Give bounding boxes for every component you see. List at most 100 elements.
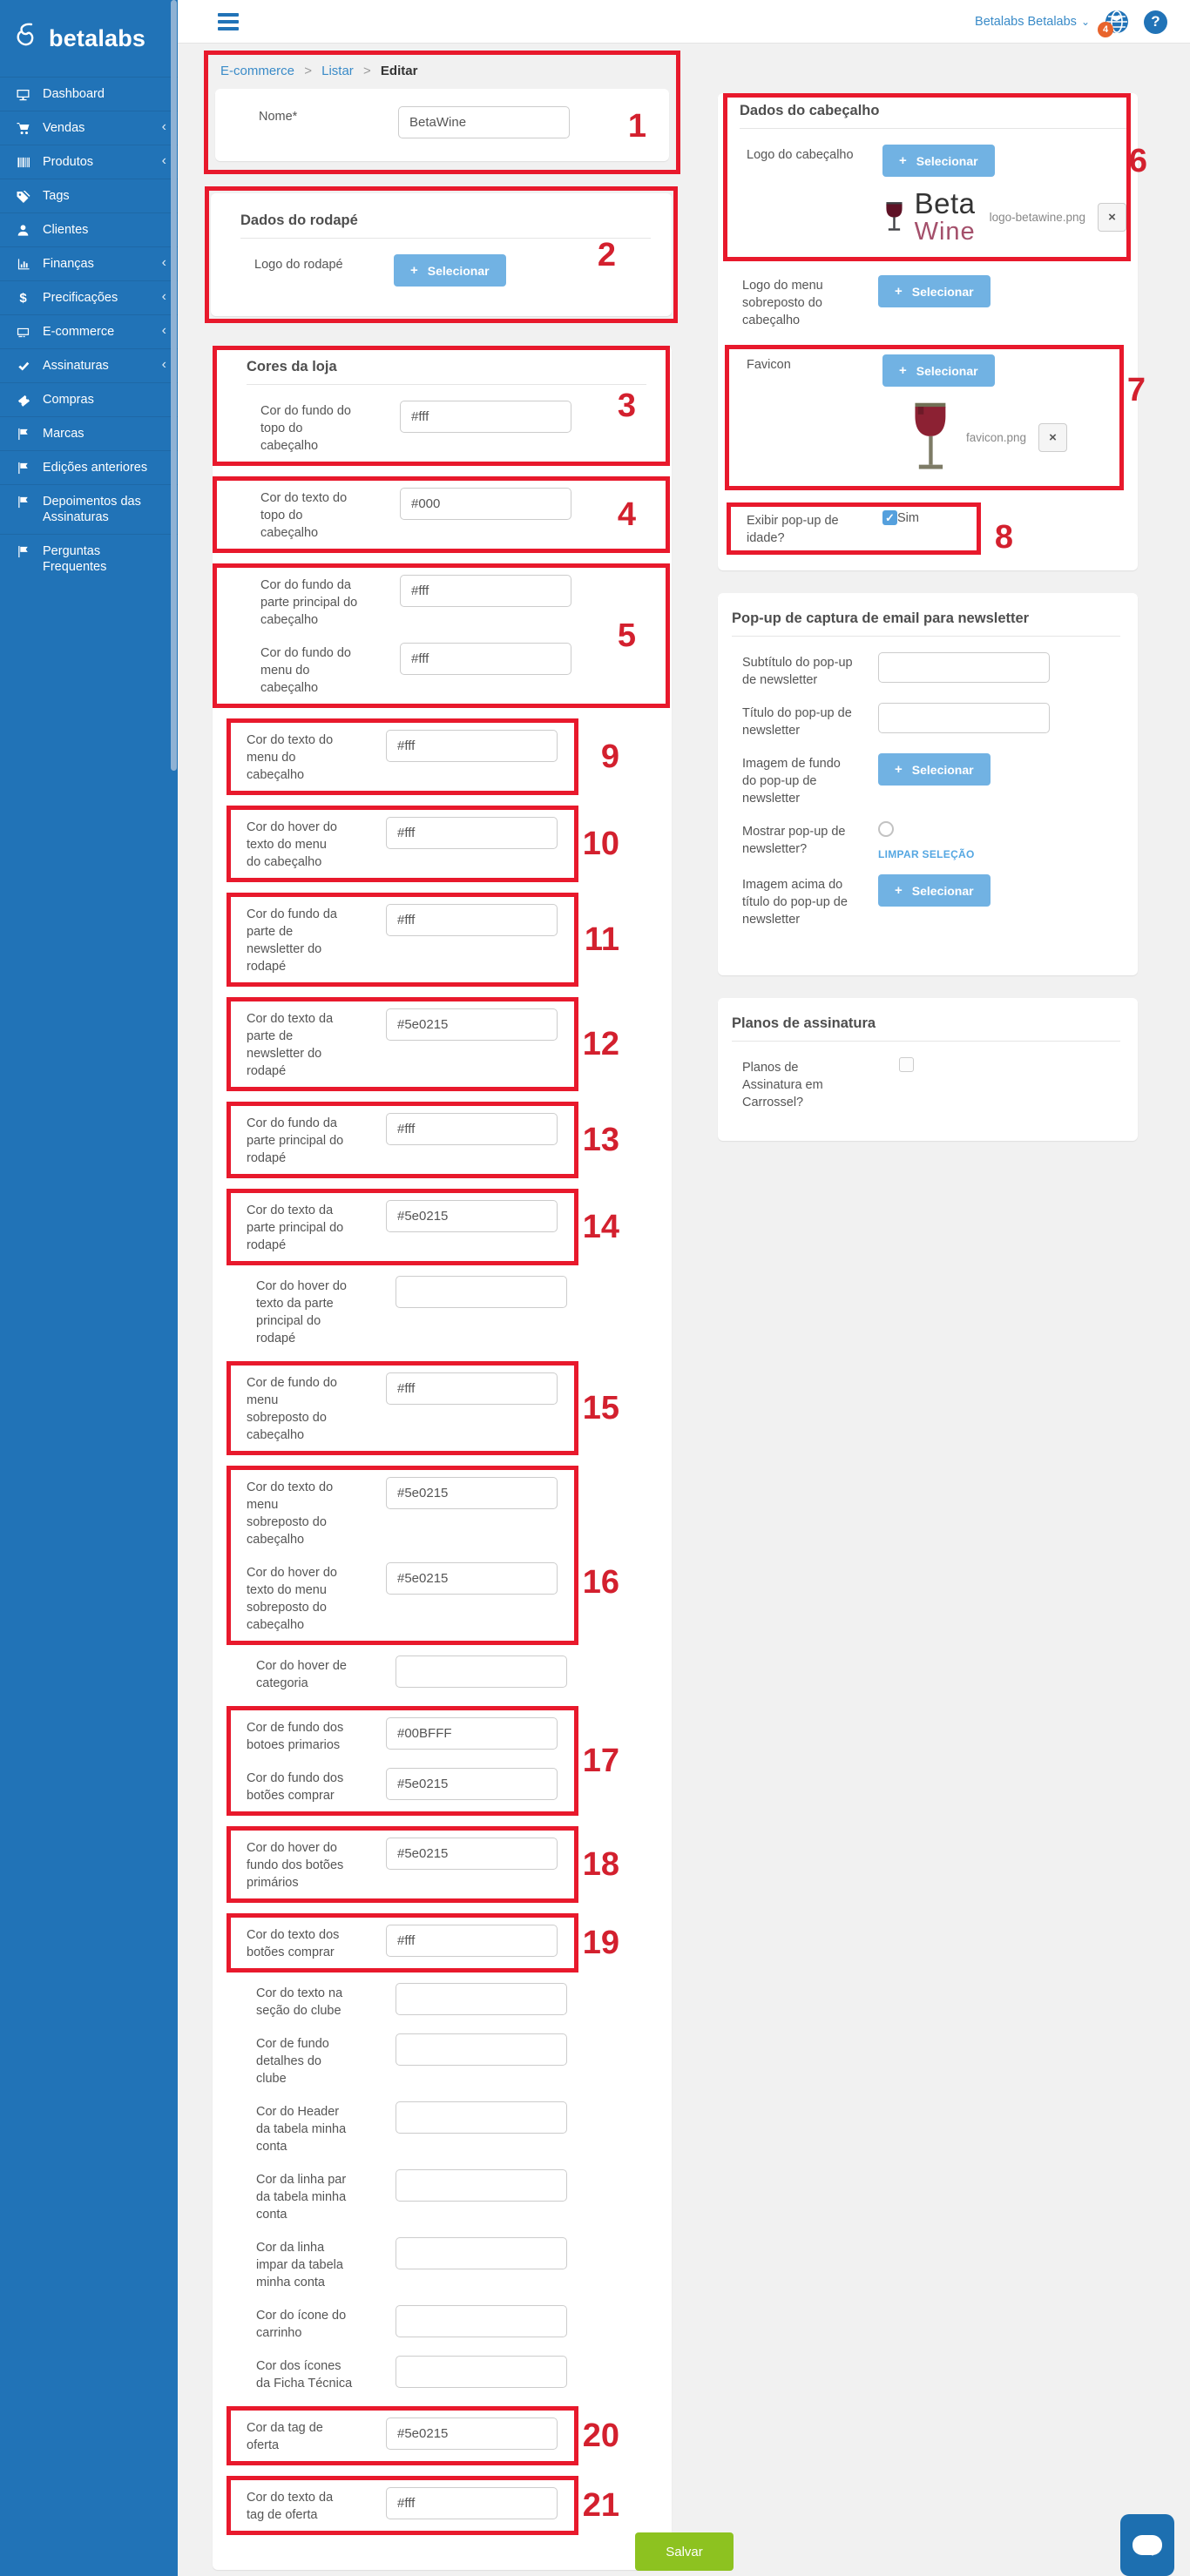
footer-data-card: Dados do rodapé Logo do rodapé + Selecio… xyxy=(211,193,672,316)
section-title: Dados do rodapé xyxy=(240,211,651,239)
newsletter-show-radio[interactable] xyxy=(878,821,894,837)
field-label: Cor do hover do texto do menu do cabeçal… xyxy=(247,820,337,869)
favicon-preview: favicon.png × xyxy=(910,399,1119,475)
select-overlay-logo-button[interactable]: + Selecionar xyxy=(878,275,991,307)
sidebar-item-dashboard[interactable]: Dashboard xyxy=(0,77,178,111)
sidebar-item-produtos[interactable]: Produtos ‹ xyxy=(0,145,178,179)
field-label: Cor do fundo da parte principal do rodap… xyxy=(247,1116,344,1165)
breadcrumb-link-listar[interactable]: Listar xyxy=(321,64,354,78)
annotation-number-18: 18 xyxy=(582,1846,619,1883)
color-input[interactable] xyxy=(386,1925,558,1957)
field-label: Cor do Header da tabela minha conta xyxy=(256,2105,347,2154)
color-input[interactable] xyxy=(400,643,571,675)
sidebar-item-edicoes-anteriores[interactable]: Edições anteriores xyxy=(0,450,178,484)
color-input[interactable] xyxy=(386,904,558,936)
remove-favicon-button[interactable]: × xyxy=(1038,422,1068,452)
field-label: Cor do hover do fundo dos botões primári… xyxy=(247,1841,344,1890)
annotation-box-14: 14 Cor do texto da parte principal do ro… xyxy=(227,1189,619,1265)
sidebar-item-precificacoes[interactable]: $ Precificações ‹ xyxy=(0,280,178,314)
color-input[interactable] xyxy=(396,2169,567,2202)
color-input[interactable] xyxy=(396,2305,567,2337)
color-input[interactable] xyxy=(396,2356,567,2388)
newsletter-title-input[interactable] xyxy=(878,703,1050,733)
annotation-box-15: 15 Cor de fundo do menu sobreposto do ca… xyxy=(227,1361,619,1455)
select-newsletter-top-image-button[interactable]: + Selecionar xyxy=(878,874,991,907)
sidebar-scrollbar[interactable] xyxy=(171,0,177,771)
sidebar: betalabs Dashboard Vendas ‹ Produtos ‹ T… xyxy=(0,0,178,2576)
sidebar-item-ecommerce[interactable]: E-commerce ‹ xyxy=(0,314,178,348)
menu-toggle-button[interactable] xyxy=(218,13,239,30)
breadcrumb-link-ecommerce[interactable]: E-commerce xyxy=(220,64,295,78)
color-input[interactable] xyxy=(396,2033,567,2066)
sidebar-item-label: E-commerce xyxy=(43,325,115,339)
color-input[interactable] xyxy=(386,817,558,849)
name-input[interactable] xyxy=(398,106,570,138)
dashboard-icon xyxy=(15,87,31,102)
annotation-box-16: 16 Cor do texto do menu sobreposto do ca… xyxy=(227,1466,619,1645)
color-input[interactable] xyxy=(400,575,571,607)
help-button[interactable]: ? xyxy=(1144,10,1167,34)
annotation-box-6: 6 Dados do cabeçalho Logo do cabeçalho +… xyxy=(723,93,1147,261)
notifications-button[interactable]: 4 xyxy=(1098,10,1129,37)
annotation-number-14: 14 xyxy=(582,1209,619,1245)
select-favicon-button[interactable]: + Selecionar xyxy=(882,354,995,387)
age-popup-checkbox[interactable]: ✓ xyxy=(882,510,897,525)
color-input[interactable] xyxy=(400,401,571,433)
chevron-left-icon: ‹ xyxy=(161,153,166,168)
color-input[interactable] xyxy=(386,1562,558,1595)
color-input[interactable] xyxy=(386,2487,558,2519)
color-input[interactable] xyxy=(386,1717,558,1750)
chevron-left-icon: ‹ xyxy=(161,357,166,372)
color-input[interactable] xyxy=(386,730,558,762)
plus-icon: + xyxy=(895,284,903,299)
sidebar-item-perguntas-frequentes[interactable]: Perguntas Frequentes xyxy=(0,534,178,583)
newsletter-subtitle-input[interactable] xyxy=(878,652,1050,683)
sidebar-item-financas[interactable]: Finanças ‹ xyxy=(0,246,178,280)
sidebar-item-label: Marcas xyxy=(43,427,85,441)
sidebar-item-depoimentos[interactable]: Depoimentos das Assinaturas xyxy=(0,484,178,534)
annotation-number-6: 6 xyxy=(1128,143,1147,180)
sidebar-item-label: Edições anteriores xyxy=(43,461,148,475)
color-input[interactable] xyxy=(386,1768,558,1800)
clear-selection-link[interactable]: LIMPAR SELEÇÃO xyxy=(878,848,975,860)
annotation-box-19: 19 Cor do texto dos botões comprar xyxy=(227,1913,619,1972)
color-input[interactable] xyxy=(386,1838,558,1870)
dollar-icon: $ xyxy=(19,290,27,306)
color-input[interactable] xyxy=(386,1008,558,1041)
account-menu[interactable]: Betalabs Betalabs ⌄ xyxy=(975,15,1090,29)
color-input[interactable] xyxy=(396,1983,567,2015)
color-input[interactable] xyxy=(386,1477,558,1509)
color-input[interactable] xyxy=(386,2418,558,2450)
brand-name: betalabs xyxy=(49,24,146,51)
chat-widget-button[interactable] xyxy=(1120,2514,1174,2576)
color-input[interactable] xyxy=(396,1656,567,1688)
flag-icon xyxy=(15,461,31,475)
color-input[interactable] xyxy=(396,2101,567,2134)
newsletter-subtitle-label: Subtítulo do pop-up de newsletter xyxy=(742,656,853,687)
sidebar-item-compras[interactable]: Compras xyxy=(0,382,178,416)
sidebar-item-tags[interactable]: Tags xyxy=(0,179,178,212)
annotation-number-5: 5 xyxy=(617,617,636,654)
save-button[interactable]: Salvar xyxy=(635,2532,734,2571)
color-input[interactable] xyxy=(386,1113,558,1145)
select-newsletter-bg-button[interactable]: + Selecionar xyxy=(878,753,991,786)
color-input[interactable] xyxy=(396,2237,567,2269)
color-input[interactable] xyxy=(396,1276,567,1308)
sidebar-item-clientes[interactable]: Clientes xyxy=(0,212,178,246)
color-input[interactable] xyxy=(386,1372,558,1405)
notification-badge: 4 xyxy=(1098,22,1113,37)
sidebar-item-assinaturas[interactable]: Assinaturas ‹ xyxy=(0,348,178,382)
remove-logo-button[interactable]: × xyxy=(1098,202,1126,232)
plans-carousel-checkbox[interactable] xyxy=(899,1057,914,1072)
name-card: Nome* xyxy=(215,89,669,161)
app-logo[interactable]: betalabs xyxy=(0,0,178,77)
annotation-number-4: 4 xyxy=(617,496,636,533)
field-label: Cor do texto da parte principal do rodap… xyxy=(247,1204,344,1252)
color-input[interactable] xyxy=(386,1200,558,1232)
color-input[interactable] xyxy=(400,488,571,520)
sidebar-item-vendas[interactable]: Vendas ‹ xyxy=(0,111,178,145)
select-footer-logo-button[interactable]: + Selecionar xyxy=(394,254,506,287)
sidebar-item-marcas[interactable]: Marcas xyxy=(0,416,178,450)
select-header-logo-button[interactable]: + Selecionar xyxy=(882,145,995,177)
